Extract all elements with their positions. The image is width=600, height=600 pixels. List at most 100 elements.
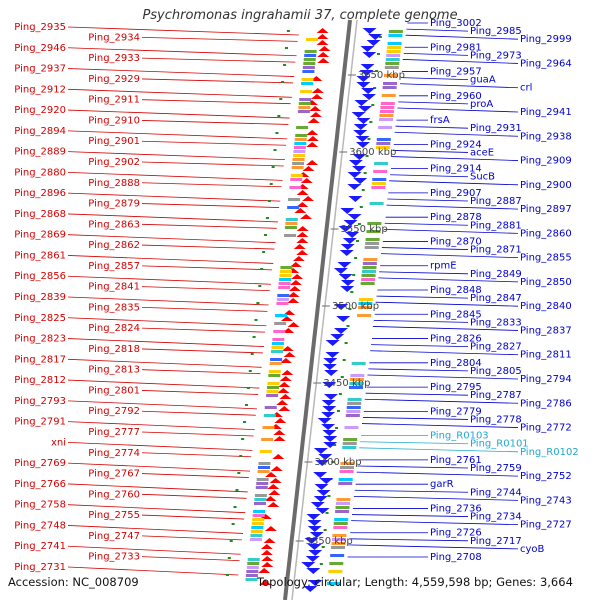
right-gene-label: Ping_2734 <box>470 512 522 523</box>
feature-block <box>369 202 384 205</box>
right-gene-label: Ping_2855 <box>520 253 572 264</box>
left-gene-label: Ping_2879 <box>88 199 140 210</box>
feature-block <box>263 414 276 417</box>
feature-block <box>348 386 363 389</box>
feature-block <box>358 298 373 301</box>
feature-block <box>387 46 402 49</box>
reverse-gene-arrow <box>310 502 325 508</box>
reverse-gene-arrow <box>348 160 363 166</box>
left-leader-line <box>141 161 284 167</box>
right-leader-line <box>354 489 469 493</box>
feature-block <box>264 406 277 409</box>
feature-block <box>298 106 311 109</box>
right-leader-line <box>381 253 519 259</box>
gene-labels: Ping_2935 Ping_2934 Ping_2946 Ping_2933 Ping… <box>14 18 578 573</box>
right-gene-label: Ping_2826 <box>430 334 482 345</box>
reverse-gene-arrow <box>321 412 336 418</box>
reverse-gene-arrow <box>357 106 372 112</box>
right-gene-label: Ping_2805 <box>470 366 522 377</box>
reverse-gene-arrow <box>356 82 371 88</box>
reverse-gene-arrow <box>313 472 328 478</box>
right-gene-label: Ping_2985 <box>470 26 522 37</box>
left-gene-label: xni <box>51 437 66 448</box>
feature-block <box>304 54 317 57</box>
feature-block <box>372 178 387 181</box>
right-gene-label: Ping_2957 <box>430 67 482 78</box>
feature-block <box>245 574 258 577</box>
feature-block <box>343 438 358 441</box>
right-gene-label: SucB <box>470 172 495 183</box>
label-leader-lines <box>67 22 519 576</box>
right-gene-label: Ping_2999 <box>520 34 572 45</box>
right-gene-label: Ping_2804 <box>430 358 482 369</box>
right-gene-label: Ping_2840 <box>520 301 572 312</box>
left-leader-line <box>141 203 280 208</box>
position-tick <box>225 574 229 576</box>
feature-block <box>292 162 305 165</box>
position-tick <box>231 523 235 525</box>
reverse-gene-arrow <box>306 568 321 574</box>
forward-gene-arrow <box>277 388 290 393</box>
reverse-gene-arrow <box>347 214 362 220</box>
left-gene-label: Ping_2733 <box>88 552 140 563</box>
reverse-gene-arrow <box>325 352 340 358</box>
right-gene-label: Ping_2726 <box>430 528 482 539</box>
right-leader-line <box>373 319 469 323</box>
reverse-gene-arrow <box>307 526 322 532</box>
feature-block <box>257 470 270 473</box>
feature-block <box>334 518 349 521</box>
left-gene-label: Ping_2817 <box>14 354 66 365</box>
forward-gene-arrow <box>317 52 330 57</box>
feature-block <box>299 98 312 101</box>
forward-gene-arrow <box>283 310 296 315</box>
right-leader-line <box>376 295 469 299</box>
right-gene-label: proA <box>470 99 493 110</box>
feature-block <box>380 102 395 105</box>
reverse-gene-arrow <box>355 136 370 142</box>
feature-block <box>270 358 283 361</box>
reverse-gene-arrow <box>354 100 369 106</box>
feature-block <box>342 442 357 445</box>
reverse-gene-arrow <box>347 184 362 190</box>
feature-block <box>333 526 348 529</box>
feature-block <box>386 50 401 53</box>
right-leader-line <box>351 520 519 526</box>
right-gene-label: Ping_R0101 <box>470 439 529 450</box>
feature-block <box>292 154 305 157</box>
right-leader-line <box>371 344 469 348</box>
right-gene-label: Ping_2794 <box>520 374 572 385</box>
left-leader-line <box>141 327 266 333</box>
position-tick <box>357 223 361 225</box>
left-leader-line <box>67 566 239 576</box>
forward-gene-arrow <box>287 322 300 327</box>
right-leader-line <box>348 544 519 550</box>
right-gene-label: Ping_2907 <box>430 188 482 199</box>
forward-gene-arrow <box>261 562 274 567</box>
feature-block <box>335 506 350 509</box>
forward-gene-arrow <box>279 358 292 363</box>
feature-block <box>338 478 353 481</box>
left-leader-line <box>141 493 247 499</box>
feature-block <box>333 522 348 525</box>
feature-block <box>246 566 259 569</box>
left-gene-label: Ping_2813 <box>88 365 140 376</box>
forward-gene-arrow <box>296 202 309 207</box>
forward-gene-arrow <box>260 544 273 549</box>
right-gene-label: Ping_2736 <box>430 503 482 514</box>
feature-block <box>351 362 366 365</box>
right-leader-line <box>391 156 519 161</box>
left-leader-line <box>141 535 242 541</box>
left-leader-line <box>67 47 297 57</box>
left-leader-line <box>141 140 287 146</box>
reverse-gene-arrow <box>314 484 329 490</box>
reverse-gene-arrow <box>337 262 352 268</box>
forward-gene-arrow <box>292 256 305 261</box>
feature-block <box>375 146 390 149</box>
left-leader-line <box>141 223 277 229</box>
right-leader-line <box>353 495 519 501</box>
forward-gene-arrow <box>270 466 283 471</box>
reverse-gene-arrow <box>315 460 330 466</box>
position-tick <box>250 353 254 355</box>
right-gene-label: Ping_2779 <box>430 406 482 417</box>
left-leader-line <box>67 213 278 223</box>
